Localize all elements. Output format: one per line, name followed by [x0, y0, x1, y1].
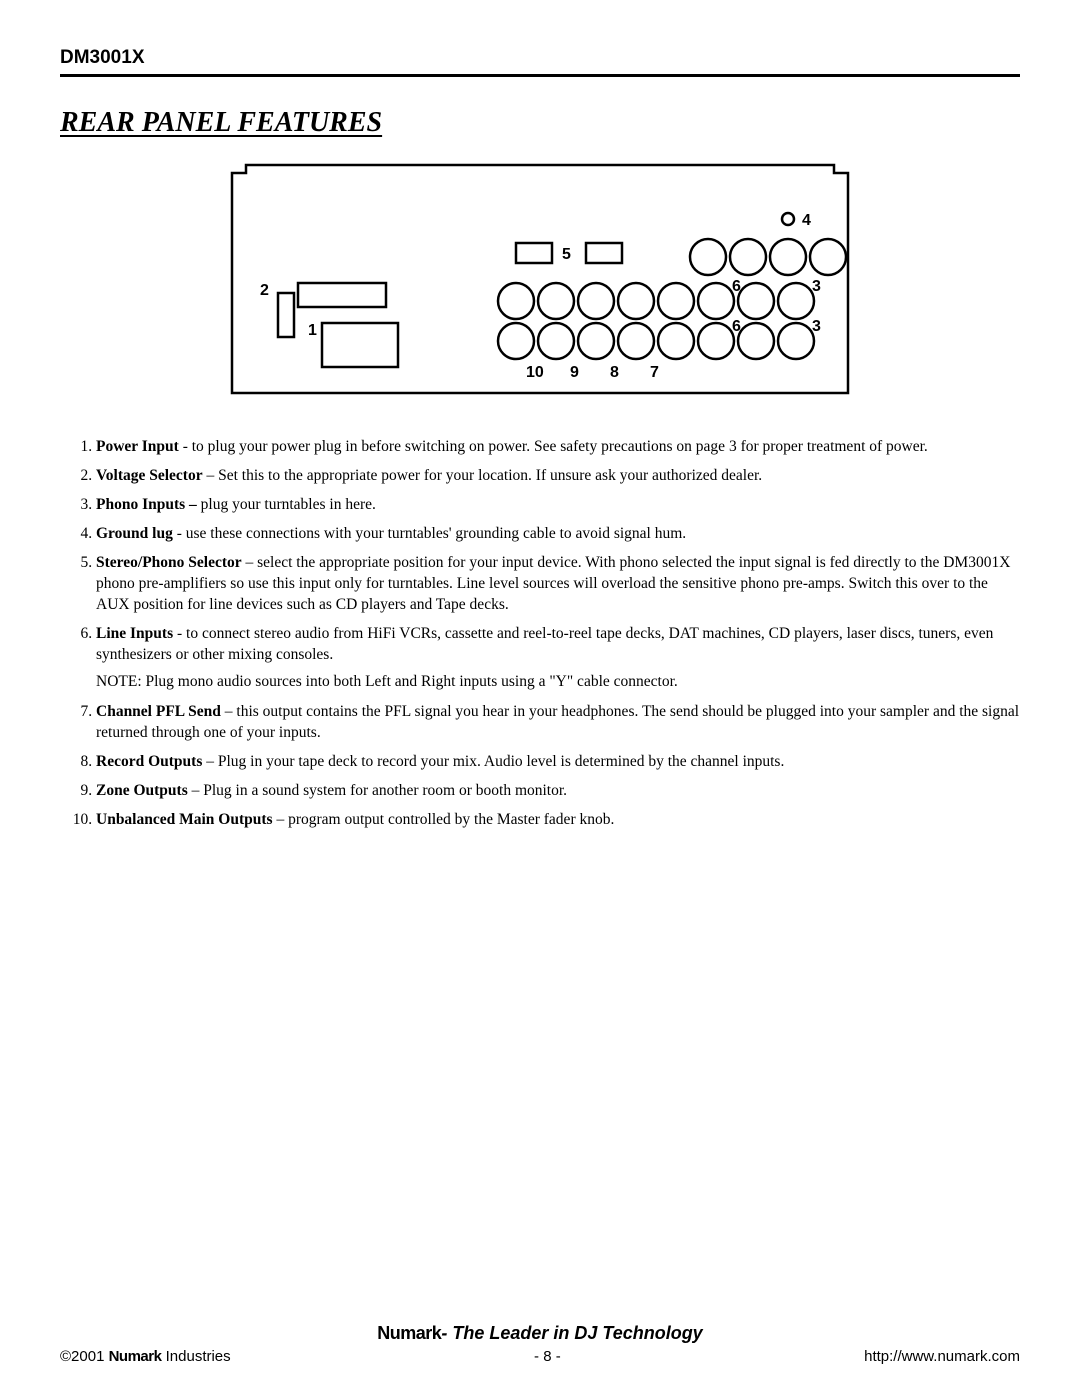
feature-term: Unbalanced Main Outputs — [96, 811, 273, 828]
svg-text:5: 5 — [562, 246, 571, 263]
rear-panel-svg: 4 5 2 1 6 3 6 3 10 9 8 7 — [220, 158, 860, 408]
feature-term: Voltage Selector — [96, 467, 203, 484]
feature-term: Channel PFL Send — [96, 703, 221, 720]
feature-text: – program output controlled by the Maste… — [273, 811, 615, 828]
feature-note: NOTE: Plug mono audio sources into both … — [96, 672, 1020, 693]
feature-text: plug your turntables in here. — [197, 496, 376, 513]
feature-item: Channel PFL Send – this output contains … — [96, 702, 1020, 744]
svg-text:2: 2 — [260, 282, 269, 299]
footer-url: http://www.numark.com — [864, 1348, 1020, 1367]
feature-item: Ground lug - use these connections with … — [96, 524, 1020, 545]
feature-text: - to connect stereo audio from HiFi VCRs… — [96, 625, 993, 663]
svg-text:8: 8 — [610, 364, 619, 381]
svg-text:10: 10 — [526, 364, 544, 381]
page-footer: Numark- The Leader in DJ Technology ©200… — [60, 1322, 1020, 1367]
svg-text:6: 6 — [732, 278, 741, 295]
feature-item: Record Outputs – Plug in your tape deck … — [96, 752, 1020, 773]
section-title: REAR PANEL FEATURES — [60, 105, 1020, 140]
page-number: - 8 - — [534, 1348, 561, 1367]
feature-item: Stereo/Phono Selector – select the appro… — [96, 553, 1020, 616]
brand-logo: Numark — [377, 1323, 441, 1343]
svg-text:3: 3 — [812, 318, 821, 335]
feature-text: - to plug your power plug in before swit… — [179, 438, 928, 455]
feature-text: – Plug in a sound system for another roo… — [188, 782, 567, 799]
feature-term: Line Inputs — [96, 625, 173, 642]
svg-text:6: 6 — [732, 318, 741, 335]
feature-item: Line Inputs - to connect stereo audio fr… — [96, 624, 1020, 693]
svg-text:1: 1 — [308, 322, 317, 339]
copyright: ©2001 Numark Industries — [60, 1348, 231, 1367]
feature-text: – Plug in your tape deck to record your … — [202, 753, 784, 770]
svg-text:7: 7 — [650, 364, 659, 381]
feature-item: Phono Inputs – plug your turntables in h… — [96, 495, 1020, 516]
feature-text: – this output contains the PFL signal yo… — [96, 703, 1019, 741]
feature-term: Power Input — [96, 438, 179, 455]
feature-item: Voltage Selector – Set this to the appro… — [96, 466, 1020, 487]
feature-list: Power Input - to plug your power plug in… — [60, 437, 1020, 831]
footer-row: ©2001 Numark Industries - 8 - http://www… — [60, 1348, 1020, 1367]
feature-term: Stereo/Phono Selector — [96, 554, 242, 571]
svg-text:3: 3 — [812, 278, 821, 295]
svg-text:4: 4 — [802, 212, 811, 229]
tagline-text: - The Leader in DJ Technology — [441, 1323, 702, 1343]
feature-text: – Set this to the appropriate power for … — [203, 467, 763, 484]
feature-item: Unbalanced Main Outputs – program output… — [96, 810, 1020, 831]
tagline: Numark- The Leader in DJ Technology — [60, 1322, 1020, 1345]
feature-item: Power Input - to plug your power plug in… — [96, 437, 1020, 458]
header-rule: DM3001X — [60, 48, 1020, 77]
svg-text:9: 9 — [570, 364, 579, 381]
feature-term: Zone Outputs — [96, 782, 188, 799]
feature-text: - use these connections with your turnta… — [173, 525, 686, 542]
model-number: DM3001X — [60, 46, 145, 70]
rear-panel-diagram: 4 5 2 1 6 3 6 3 10 9 8 7 — [60, 158, 1020, 413]
feature-item: Zone Outputs – Plug in a sound system fo… — [96, 781, 1020, 802]
feature-term: Ground lug — [96, 525, 173, 542]
feature-term: Record Outputs — [96, 753, 202, 770]
manual-page: DM3001X REAR PANEL FEATURES 4 5 2 1 6 3 6 3 10 9 8… — [0, 0, 1080, 1397]
feature-term: Phono Inputs – — [96, 496, 197, 513]
